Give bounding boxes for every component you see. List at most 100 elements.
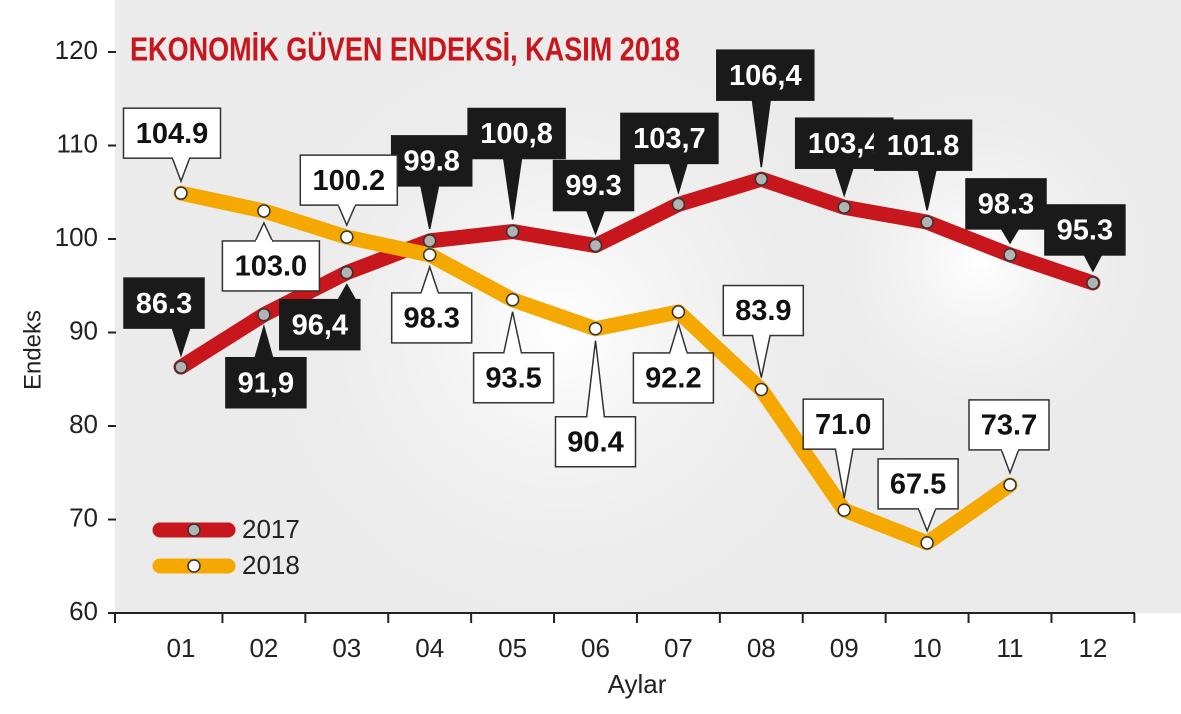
callout-box bbox=[390, 292, 473, 344]
point-marker bbox=[174, 186, 188, 200]
value-callout: 104.9 bbox=[122, 107, 222, 184]
callout-box bbox=[1044, 204, 1126, 256]
value-callout: 99.3 bbox=[552, 159, 635, 236]
point-marker bbox=[257, 204, 271, 218]
point-marker bbox=[671, 197, 686, 212]
value-callout: 100.2 bbox=[299, 154, 399, 228]
value-callout: 92.2 bbox=[632, 321, 715, 404]
callout-box bbox=[299, 154, 399, 206]
y-tick-label: 90 bbox=[69, 315, 98, 345]
data-label: 92.2 bbox=[645, 363, 701, 395]
layer: 86.3 91,9 96,4 99.8 100,8 99.3 103,7 106,4 103,4… bbox=[122, 49, 1126, 533]
legend-marker bbox=[187, 523, 201, 537]
x-tick-label: 10 bbox=[913, 633, 942, 663]
data-label: 86.3 bbox=[136, 288, 192, 320]
callout-box bbox=[620, 112, 719, 165]
callout-box bbox=[873, 119, 973, 171]
point-marker bbox=[422, 248, 437, 262]
callout-cover bbox=[587, 415, 604, 420]
data-label: 99.8 bbox=[403, 146, 459, 178]
x-tick-label: 05 bbox=[498, 633, 527, 663]
callout-cover bbox=[670, 351, 687, 356]
callout-cover bbox=[173, 155, 189, 160]
value-callout: 106,4 bbox=[716, 49, 815, 168]
point-marker bbox=[1086, 276, 1100, 290]
data-label: 99.3 bbox=[565, 170, 621, 202]
callout-box bbox=[279, 298, 361, 351]
point-marker bbox=[920, 215, 934, 229]
data-label: 71.0 bbox=[815, 409, 871, 441]
value-callout: 83.9 bbox=[722, 284, 805, 378]
callout-cover bbox=[1002, 446, 1018, 451]
y-tick-label: 80 bbox=[69, 409, 98, 439]
point-marker bbox=[920, 536, 934, 550]
y-tick-label: 110 bbox=[57, 128, 98, 158]
value-callout: 95.3 bbox=[1044, 204, 1126, 273]
legend-marker bbox=[187, 559, 201, 573]
data-label: 98.3 bbox=[403, 303, 459, 335]
value-callout: 99.8 bbox=[390, 135, 473, 230]
series-line bbox=[173, 171, 1101, 375]
data-label: 83.9 bbox=[735, 295, 791, 327]
callout-box bbox=[225, 356, 307, 409]
data-label: 100,8 bbox=[480, 118, 553, 150]
data-label: 103,7 bbox=[633, 123, 706, 155]
data-label: 93.5 bbox=[485, 362, 541, 394]
data-label: 103.0 bbox=[235, 251, 308, 283]
value-callout: 71.0 bbox=[802, 398, 884, 499]
data-label: 90.4 bbox=[567, 426, 623, 458]
x-tick-label: 04 bbox=[415, 633, 444, 663]
data-label: 100.2 bbox=[313, 165, 386, 197]
y-axis-label: Endeks bbox=[19, 310, 46, 390]
y-tick-label: 60 bbox=[69, 596, 98, 626]
chart-title: EKONOMİK GÜVEN ENDEKSİ, KASIM 2018 bbox=[130, 32, 680, 68]
value-callout: 98.3 bbox=[390, 264, 473, 344]
value-callout: 96,4 bbox=[279, 283, 361, 351]
callout-box bbox=[123, 277, 205, 329]
point-marker bbox=[1003, 478, 1017, 492]
callout-cover bbox=[919, 505, 936, 510]
callout-box bbox=[221, 240, 321, 292]
point-marker bbox=[754, 382, 769, 397]
callout-box bbox=[632, 352, 715, 404]
x-tick-label: 06 bbox=[581, 633, 610, 663]
point-marker bbox=[505, 224, 520, 239]
callout-box bbox=[965, 178, 1047, 230]
left-background bbox=[0, 0, 115, 709]
x-tick-label: 02 bbox=[249, 633, 278, 663]
y-tick-label: 100 bbox=[55, 222, 98, 252]
data-label: 91,9 bbox=[238, 367, 294, 399]
legend-label: 2017 bbox=[242, 514, 300, 544]
value-callout: 93.5 bbox=[472, 311, 555, 404]
value-callout: 103,7 bbox=[620, 112, 719, 196]
value-callout: 103.0 bbox=[221, 221, 321, 292]
x-axis-label: Aylar bbox=[608, 669, 667, 699]
callout-box bbox=[467, 107, 566, 160]
value-callout: 100,8 bbox=[467, 107, 566, 220]
data-label: 98.3 bbox=[978, 189, 1034, 221]
callout-box bbox=[877, 458, 959, 510]
value-callout: 86.3 bbox=[123, 277, 205, 358]
point-marker bbox=[505, 293, 520, 307]
legend-label: 2018 bbox=[242, 550, 300, 580]
x-tick-label: 09 bbox=[830, 633, 859, 663]
data-label: 73.7 bbox=[981, 410, 1037, 442]
data-label: 106,4 bbox=[729, 60, 802, 92]
layer bbox=[174, 172, 1100, 550]
x-tick-label: 12 bbox=[1078, 633, 1107, 663]
callout-cover bbox=[255, 239, 272, 244]
x-tick-label: 01 bbox=[167, 633, 196, 663]
callout-cover bbox=[836, 446, 853, 451]
x-tick-label: 03 bbox=[332, 633, 361, 663]
point-marker bbox=[422, 234, 437, 248]
point-marker bbox=[257, 307, 271, 322]
value-callout: 91,9 bbox=[225, 323, 307, 409]
value-callout: 90.4 bbox=[554, 340, 637, 468]
callout-cover bbox=[338, 202, 355, 207]
footer-background bbox=[0, 613, 1181, 709]
point-marker bbox=[671, 305, 686, 319]
point-marker bbox=[588, 238, 603, 253]
point-marker bbox=[754, 172, 769, 186]
